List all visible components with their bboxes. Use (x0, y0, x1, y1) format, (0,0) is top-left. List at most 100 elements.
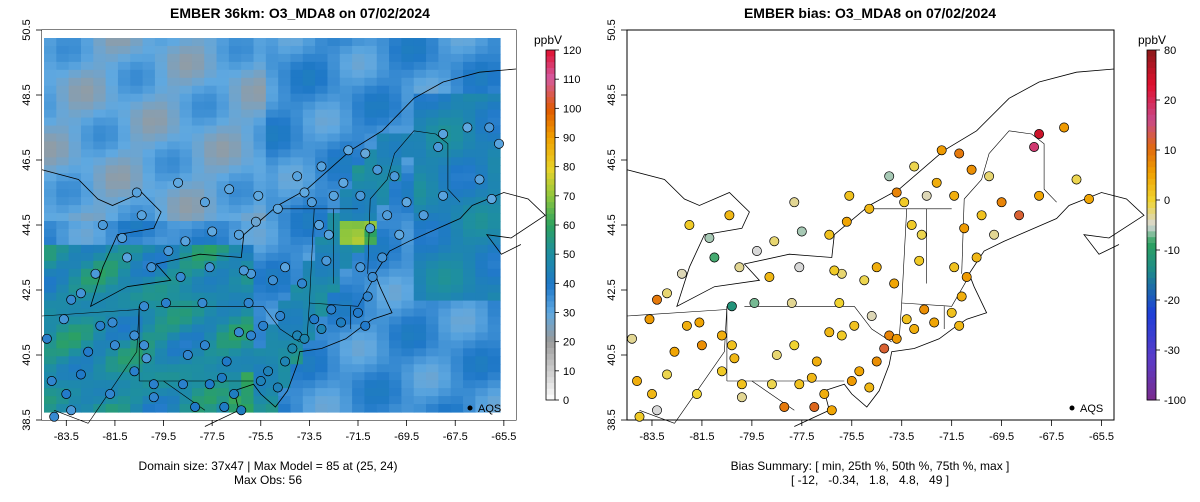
model-grid-cell (167, 396, 181, 405)
model-grid-cell (93, 117, 107, 127)
left-colorbar-segment (546, 120, 555, 127)
bias-marker (846, 376, 857, 386)
model-grid-cell (278, 404, 292, 413)
model-grid-cell (475, 205, 489, 214)
right-colorbar-segment (1147, 102, 1156, 109)
model-grid-cell (68, 197, 82, 206)
model-grid-cell (364, 197, 378, 206)
model-grid-cell (290, 157, 304, 166)
model-grid-cell (68, 388, 82, 397)
model-grid-cell (426, 308, 439, 318)
left-x-tick-label: -79.5 (151, 431, 176, 443)
model-grid-cell (364, 252, 378, 262)
model-grid-cell (105, 396, 119, 405)
model-grid-cell (44, 141, 57, 151)
model-grid-cell (475, 45, 489, 55)
model-grid-cell (401, 157, 415, 166)
observation-marker (328, 190, 339, 201)
model-grid-cell (487, 244, 501, 254)
model-grid-cell (93, 316, 107, 326)
model-grid-cell (154, 308, 168, 318)
model-grid-cell (315, 45, 329, 55)
model-grid-cell (228, 340, 242, 349)
model-grid-cell (265, 205, 279, 214)
model-grid-cell (290, 292, 304, 302)
bias-marker (996, 197, 1007, 208)
model-grid-cell (167, 69, 181, 79)
model-grid-cell (426, 276, 439, 286)
observation-marker (246, 330, 256, 341)
model-grid-cell (278, 141, 292, 151)
right-colorbar-segment (1147, 359, 1156, 366)
observation-marker (161, 298, 171, 308)
bias-marker (901, 314, 912, 325)
model-grid-cell (167, 133, 181, 143)
model-grid-cell (315, 244, 329, 254)
model-grid-cell (253, 77, 267, 87)
model-grid-cell (389, 236, 402, 246)
left-y-tick-label: 38.5 (21, 409, 33, 430)
left-colorbar-segment (546, 353, 555, 360)
right-legend-label: AQS (1080, 403, 1103, 415)
model-grid-cell (450, 141, 464, 151)
model-grid-cell (265, 117, 279, 127)
bias-marker (694, 317, 705, 328)
model-grid-cell (117, 364, 131, 373)
model-grid-cell (352, 77, 366, 87)
model-grid-cell (216, 197, 230, 206)
model-grid-cell (130, 324, 144, 334)
model-grid-cell (389, 45, 402, 55)
model-grid-cell (438, 300, 452, 310)
model-grid-cell (117, 45, 131, 55)
model-grid-cell (413, 316, 427, 326)
model-grid-cell (44, 38, 57, 47)
model-grid-cell (315, 308, 329, 318)
model-grid-cell (142, 316, 156, 326)
model-grid-cell (352, 197, 366, 206)
model-grid-cell (216, 109, 230, 119)
model-grid-cell (339, 364, 353, 373)
model-grid-cell (315, 260, 329, 270)
model-grid-cell (463, 117, 476, 127)
model-grid-cell (302, 101, 316, 111)
model-grid-cell (352, 236, 366, 246)
model-grid-cell (241, 356, 255, 365)
model-grid-cell (80, 125, 94, 135)
model-grid-cell (179, 61, 193, 71)
left-colorbar-segment (546, 90, 555, 98)
model-grid-cell (339, 380, 353, 389)
model-grid-cell (44, 276, 57, 286)
model-grid-cell (204, 340, 218, 349)
model-grid-cell (302, 141, 316, 151)
model-grid-cell (216, 300, 230, 310)
model-grid-cell (253, 205, 267, 214)
left-colorbar-segment (546, 143, 555, 150)
model-grid-cell (413, 236, 427, 246)
model-grid-cell (253, 404, 267, 413)
model-grid-cell (204, 348, 218, 357)
right-colorbar-segment (1147, 125, 1156, 133)
model-grid-cell (56, 308, 70, 318)
model-grid-cell (130, 101, 144, 111)
model-grid-cell (389, 181, 402, 190)
model-grid-cell (105, 268, 119, 278)
model-grid-cell (204, 404, 218, 413)
right-colorbar-tick-label: -10 (1164, 245, 1180, 257)
model-grid-cell (487, 141, 501, 151)
right-y-tick-label: 46.5 (606, 149, 618, 170)
bias-marker (644, 314, 655, 325)
model-grid-cell (389, 61, 402, 71)
model-grid-cell (142, 69, 156, 79)
model-grid-cell (450, 348, 464, 357)
model-grid-cell (179, 276, 193, 286)
model-grid-cell (290, 356, 304, 365)
model-grid-cell (278, 324, 292, 334)
model-grid-cell (253, 364, 267, 373)
model-grid-cell (228, 205, 242, 214)
model-grid-cell (93, 157, 107, 166)
model-grid-cell (179, 205, 193, 214)
model-grid-cell (487, 205, 501, 214)
left-colorbar-tick-label: 70 (563, 191, 575, 203)
model-grid-cell (93, 69, 107, 79)
left-x-tick-label: -69.5 (394, 431, 419, 443)
